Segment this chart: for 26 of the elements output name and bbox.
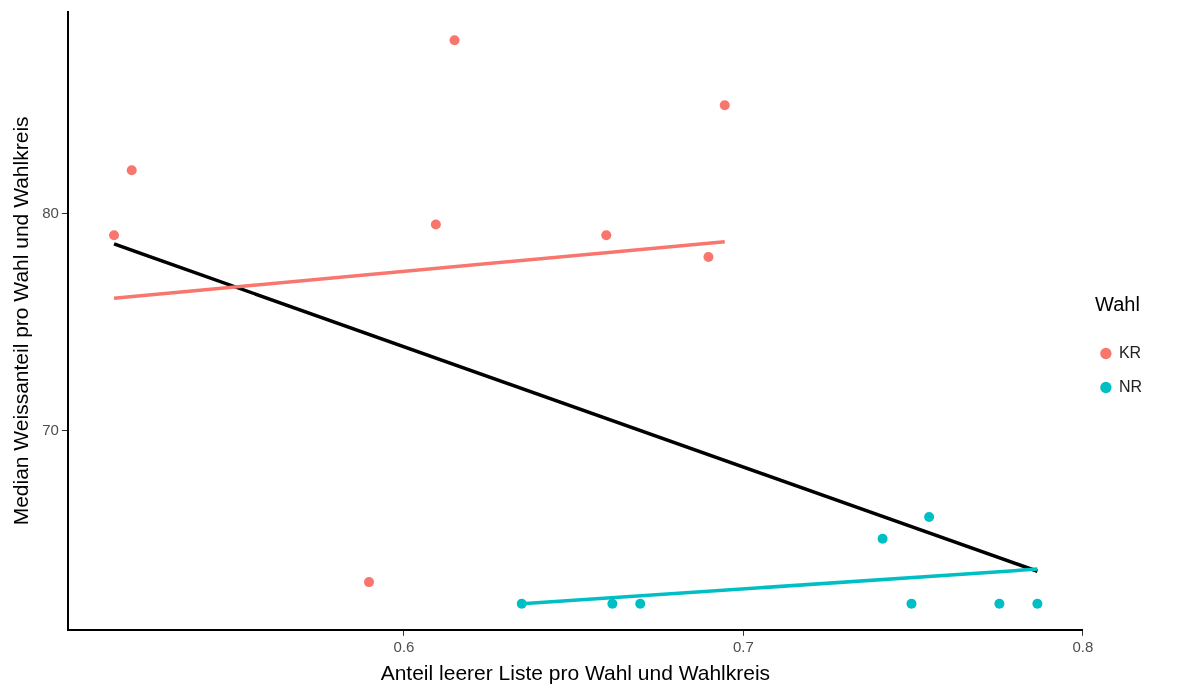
point <box>994 598 1005 609</box>
point <box>607 598 618 609</box>
y-axis-title: Median Weissanteil pro Wahl und Wahlkreis <box>9 116 33 526</box>
x-axis-title: Anteil leerer Liste pro Wahl und Wahlkreis <box>380 661 771 685</box>
y-tick-label: 70 <box>42 420 59 438</box>
point <box>635 598 646 609</box>
point <box>363 577 374 588</box>
legend-label: NR <box>1118 377 1142 395</box>
point <box>449 35 460 46</box>
point <box>126 165 137 176</box>
y-tick-label: 80 <box>42 203 59 221</box>
point <box>601 230 612 241</box>
point <box>877 533 888 544</box>
x-tick-label: 0.6 <box>393 637 415 655</box>
point <box>906 598 917 609</box>
x-tick-label: 0.8 <box>1072 637 1094 655</box>
point <box>719 100 730 111</box>
legend-title: Wahl <box>1095 293 1140 316</box>
point <box>1032 598 1043 609</box>
legend-label: KR <box>1118 343 1142 361</box>
point <box>109 230 120 241</box>
point <box>924 512 935 523</box>
point <box>516 598 527 609</box>
point <box>430 219 441 230</box>
x-tick-label: 0.7 <box>732 637 754 655</box>
point <box>703 251 714 262</box>
